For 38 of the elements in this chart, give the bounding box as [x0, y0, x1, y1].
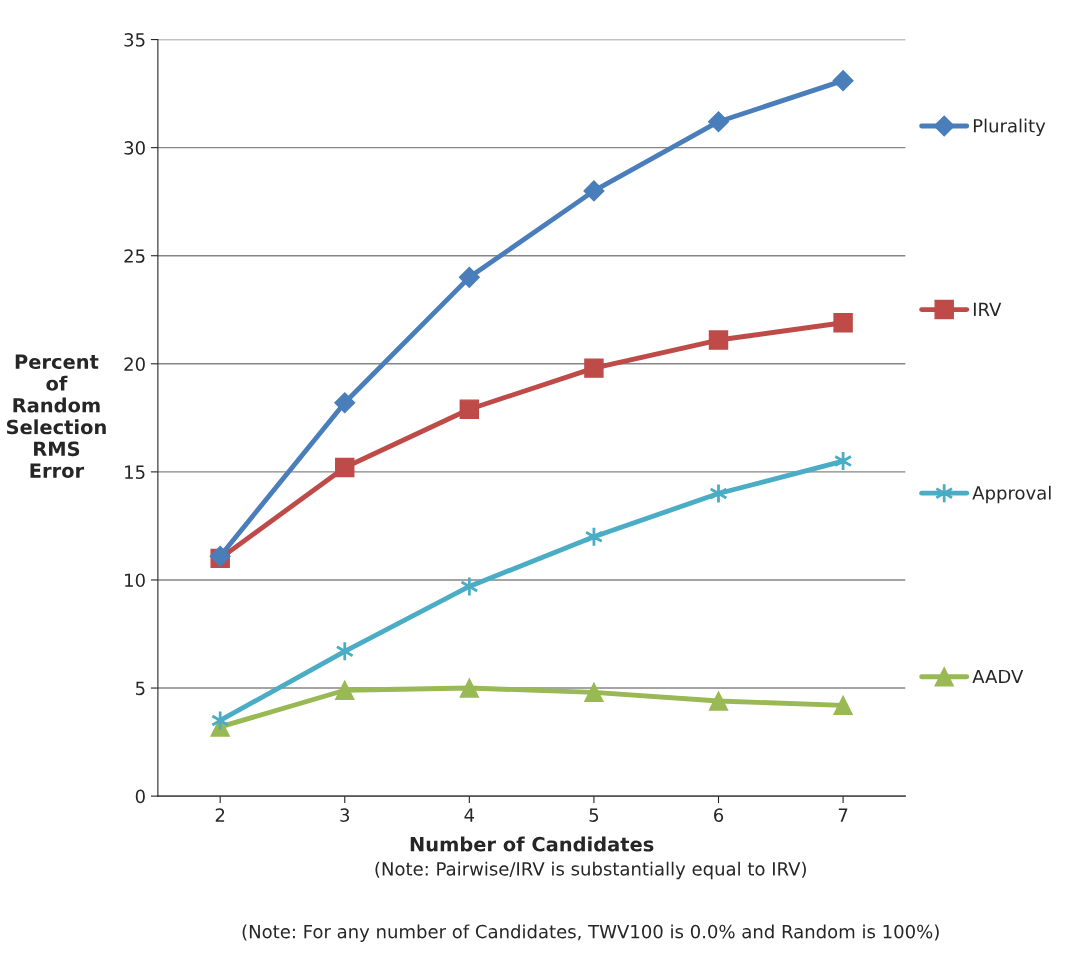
- point: [583, 180, 605, 202]
- point: [707, 111, 730, 133]
- point: [459, 678, 480, 698]
- y-tick-label: 20: [124, 357, 145, 371]
- y-tick-label: 30: [124, 141, 145, 155]
- point: [458, 266, 480, 288]
- text: (Note: Pairwise/IRV is substantially equal to IRV): [375, 861, 806, 880]
- y-tick-label: 5: [135, 681, 145, 696]
- point: [584, 358, 604, 378]
- point: [833, 695, 853, 716]
- legend-label: Plurality: [973, 118, 1046, 137]
- x-tick-label: 7: [838, 808, 848, 822]
- legend-label: Approval: [972, 485, 1051, 504]
- point: [459, 399, 480, 419]
- point: [584, 682, 604, 703]
- point: [335, 457, 355, 478]
- x-tick-label: 6: [714, 808, 724, 822]
- y-axis-title: Percent of Random Selection RMS Error: [6, 354, 106, 478]
- point: [709, 483, 728, 504]
- legend-label: AADV: [972, 669, 1024, 684]
- y-tick-label: 10: [125, 573, 145, 588]
- point: [708, 691, 729, 711]
- x-tick-label: 4: [464, 808, 475, 822]
- point: [832, 70, 854, 92]
- text: (Note: For any number of Candidates, TWV100 is 0.0% and Random is 100%): [242, 924, 939, 942]
- y-tick-label: 15: [125, 465, 145, 479]
- point: [833, 313, 853, 333]
- y-tick-label: 35: [124, 33, 145, 47]
- y-tick-label: 0: [135, 789, 145, 804]
- legend-label: IRV: [973, 302, 1002, 316]
- point: [334, 392, 356, 414]
- x-tick-label: 3: [340, 808, 350, 822]
- y-tick-label: 25: [124, 249, 145, 263]
- x-tick-label: 5: [589, 808, 599, 822]
- x-axis-title: Number of Candidates: [410, 836, 654, 852]
- point: [335, 680, 355, 700]
- point: [708, 330, 729, 350]
- x-tick-label: 2: [215, 808, 225, 822]
